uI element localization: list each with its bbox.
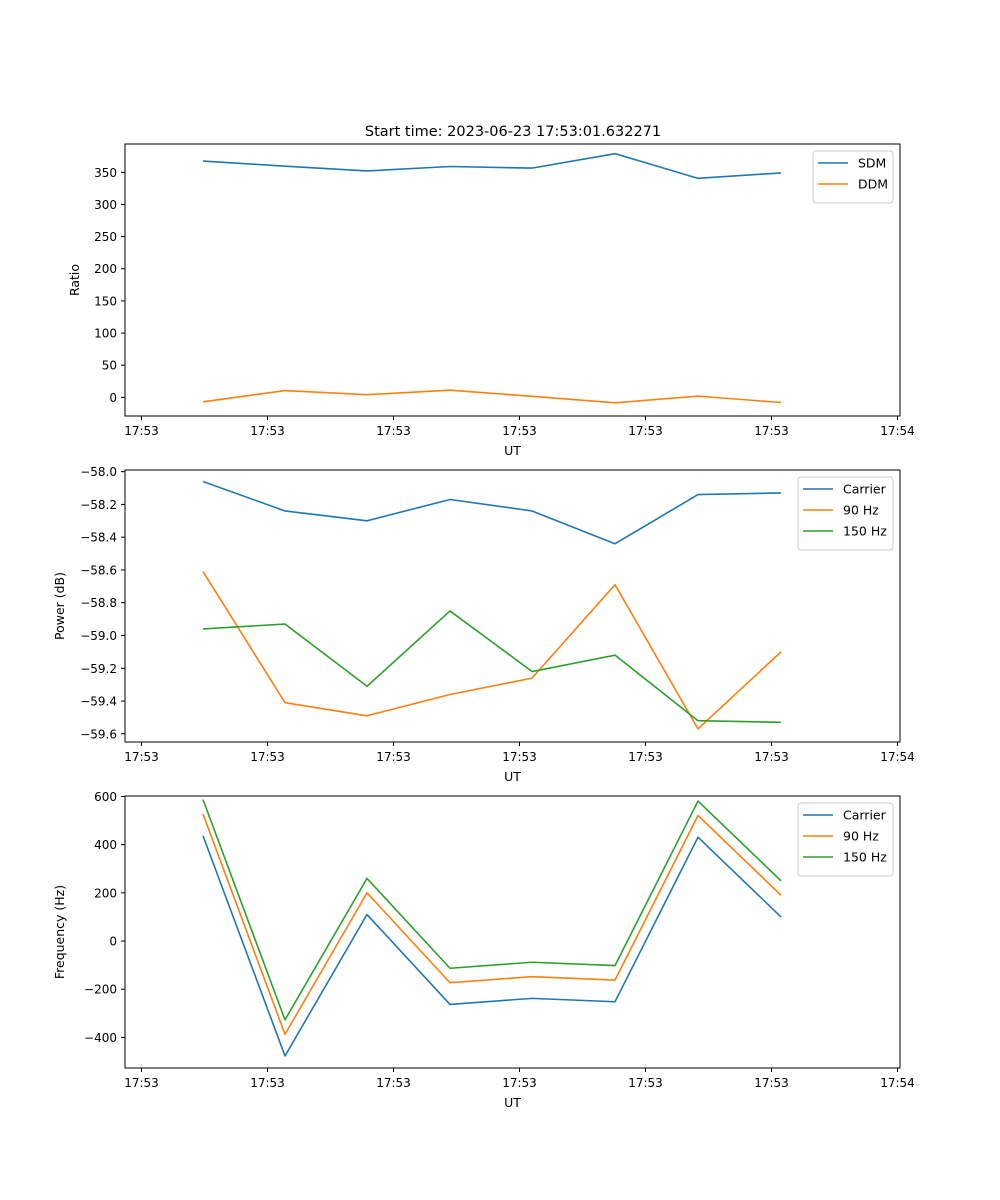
axes-frame <box>124 143 901 417</box>
y-tick-label: −59.4 <box>80 695 117 709</box>
x-tick-label: 17:53 <box>628 1076 663 1090</box>
x-axis-label: UT <box>504 443 521 458</box>
series-line-2 <box>202 389 782 404</box>
axes-frame <box>124 469 901 743</box>
x-tick-label: 17:53 <box>754 424 789 438</box>
legend: Carrier 90 Hz 150 Hz <box>797 476 894 551</box>
y-tick-label: 600 <box>94 790 117 804</box>
legend-label: 90 Hz <box>843 503 879 518</box>
x-tick-label: 17:53 <box>502 1076 537 1090</box>
series-line-1 <box>202 835 782 1057</box>
y-axis-label: Ratio <box>67 264 82 296</box>
legend-label: DDM <box>858 177 888 192</box>
y-tick-label: −58.2 <box>80 498 117 512</box>
x-tick-label: 17:53 <box>124 750 159 764</box>
x-tick-label: 17:53 <box>376 1076 411 1090</box>
chart-panel-1: 17:53 17:53 17:53 17:53 17:53 17:53 17:54 0 50 10… <box>67 143 915 458</box>
series-line-3 <box>202 610 782 724</box>
x-tick-label: 17:54 <box>880 1076 915 1090</box>
x-axis-label: UT <box>504 769 521 784</box>
y-tick-label: −58.8 <box>80 596 117 610</box>
y-tick-label: −58.6 <box>80 563 117 577</box>
legend: SDM DDM <box>812 150 894 204</box>
y-tick-label: 350 <box>94 166 117 180</box>
axes-frame <box>124 795 901 1069</box>
chart-panel-3: 17:53 17:53 17:53 17:53 17:53 17:53 17:54 −400 −… <box>52 790 915 1110</box>
x-tick-label: 17:53 <box>250 424 285 438</box>
y-axis-label: Power (dB) <box>52 572 67 640</box>
x-tick-label: 17:53 <box>628 424 663 438</box>
y-tick-label: 0 <box>109 935 117 949</box>
y-tick-label: −58.4 <box>80 531 117 545</box>
y-tick-label: 300 <box>94 198 117 212</box>
x-tick-label: 17:53 <box>376 750 411 764</box>
x-tick-label: 17:53 <box>250 1076 285 1090</box>
y-tick-label: 50 <box>102 359 117 373</box>
x-axis-label: UT <box>504 1095 521 1110</box>
y-tick-label: −58.0 <box>80 465 117 479</box>
legend: Carrier 90 Hz 150 Hz <box>797 802 894 877</box>
x-tick-label: 17:53 <box>502 424 537 438</box>
legend-label: 150 Hz <box>843 524 887 539</box>
y-tick-label: 100 <box>94 327 117 341</box>
series-line-1 <box>202 480 782 545</box>
legend-label: Carrier <box>843 808 887 823</box>
y-tick-label: −59.6 <box>80 727 117 741</box>
y-tick-label: 150 <box>94 294 117 308</box>
x-tick-label: 17:53 <box>376 424 411 438</box>
y-tick-label: −400 <box>84 1031 117 1045</box>
x-tick-label: 17:53 <box>754 1076 789 1090</box>
chart-panel-2: 17:53 17:53 17:53 17:53 17:53 17:53 17:54 −59.6… <box>52 465 915 784</box>
y-tick-label: −59.2 <box>80 662 117 676</box>
y-tick-label: 400 <box>94 838 117 852</box>
y-tick-label: 0 <box>109 391 117 405</box>
legend-label: 150 Hz <box>843 850 887 865</box>
figure-title: Start time: 2023-06-23 17:53:01.632271 <box>365 124 661 140</box>
y-axis-label: Frequency (Hz) <box>52 885 67 979</box>
x-tick-label: 17:54 <box>880 424 915 438</box>
y-tick-label: 200 <box>94 886 117 900</box>
x-tick-label: 17:53 <box>250 750 285 764</box>
legend-label: 90 Hz <box>843 829 879 844</box>
y-tick-label: −200 <box>84 983 117 997</box>
x-tick-label: 17:53 <box>754 750 789 764</box>
x-tick-label: 17:53 <box>124 424 159 438</box>
y-tick-label: 200 <box>94 262 117 276</box>
series-line-3 <box>202 799 782 1021</box>
series-line-2 <box>202 813 782 1036</box>
x-tick-label: 17:54 <box>880 750 915 764</box>
legend-label: Carrier <box>843 482 887 497</box>
x-tick-label: 17:53 <box>502 750 537 764</box>
legend-label: SDM <box>858 156 886 171</box>
x-tick-label: 17:53 <box>628 750 663 764</box>
y-tick-label: −59.0 <box>80 629 117 643</box>
x-tick-label: 17:53 <box>124 1076 159 1090</box>
legend-box <box>812 150 894 204</box>
series-line-2 <box>202 571 782 730</box>
series-line-1 <box>202 152 782 180</box>
y-tick-label: 250 <box>94 230 117 244</box>
